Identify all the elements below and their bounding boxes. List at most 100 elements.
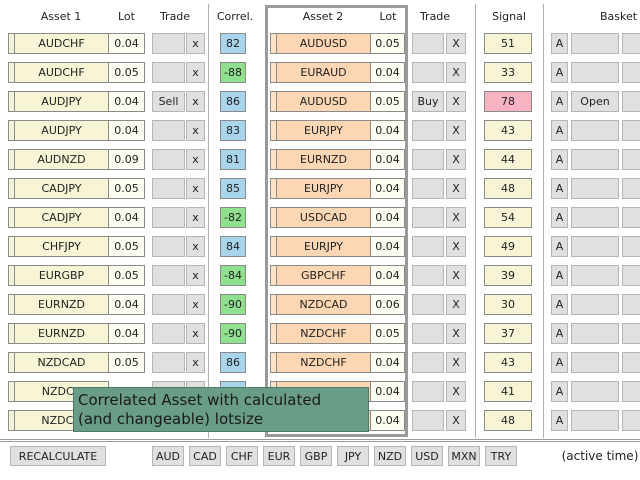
close1-button[interactable]: x: [186, 323, 205, 344]
close2-button[interactable]: X: [446, 149, 466, 170]
trade2-button[interactable]: [412, 207, 444, 228]
close2-button[interactable]: X: [446, 294, 466, 315]
currency-button[interactable]: USD: [411, 446, 443, 466]
close2-button[interactable]: X: [446, 410, 466, 431]
trade1-button[interactable]: [152, 236, 185, 257]
basket-button[interactable]: [571, 120, 619, 141]
trade2-button[interactable]: [412, 178, 444, 199]
basket-button[interactable]: [571, 236, 619, 257]
basket-a-button[interactable]: A: [551, 352, 568, 373]
basket-a-button[interactable]: A: [551, 120, 568, 141]
close2-button[interactable]: X: [446, 33, 466, 54]
basket-a-button[interactable]: A: [551, 381, 568, 402]
close2-button[interactable]: X: [446, 381, 466, 402]
basket-a-button[interactable]: A: [551, 149, 568, 170]
close1-button[interactable]: x: [186, 265, 205, 286]
basket-button[interactable]: [571, 410, 619, 431]
basket-button[interactable]: [571, 352, 619, 373]
close1-button[interactable]: x: [186, 33, 205, 54]
currency-button[interactable]: MXN: [448, 446, 480, 466]
close2-button[interactable]: X: [446, 207, 466, 228]
basket-button[interactable]: [622, 120, 640, 141]
basket-button[interactable]: [571, 265, 619, 286]
basket-a-button[interactable]: A: [551, 178, 568, 199]
basket-button[interactable]: [622, 410, 640, 431]
currency-button[interactable]: CHF: [226, 446, 258, 466]
basket-button[interactable]: [622, 149, 640, 170]
close1-button[interactable]: x: [186, 236, 205, 257]
trade2-button[interactable]: [412, 352, 444, 373]
trade1-button[interactable]: [152, 265, 185, 286]
close2-button[interactable]: X: [446, 91, 466, 112]
trade1-button[interactable]: [152, 149, 185, 170]
trade1-button[interactable]: [152, 207, 185, 228]
close1-button[interactable]: x: [186, 120, 205, 141]
basket-button[interactable]: [622, 207, 640, 228]
trade2-button[interactable]: [412, 62, 444, 83]
currency-button[interactable]: JPY: [337, 446, 369, 466]
basket-button[interactable]: [571, 323, 619, 344]
basket-button[interactable]: [622, 33, 640, 54]
close2-button[interactable]: X: [446, 352, 466, 373]
basket-a-button[interactable]: A: [551, 91, 568, 112]
recalculate-button[interactable]: RECALCULATE: [10, 446, 106, 466]
basket-button[interactable]: Open: [571, 91, 619, 112]
currency-button[interactable]: TRY: [485, 446, 517, 466]
trade2-button[interactable]: [412, 294, 444, 315]
trade1-button[interactable]: [152, 294, 185, 315]
basket-button[interactable]: [622, 91, 640, 112]
basket-a-button[interactable]: A: [551, 207, 568, 228]
currency-button[interactable]: NZD: [374, 446, 406, 466]
trade1-button[interactable]: [152, 323, 185, 344]
basket-a-button[interactable]: A: [551, 33, 568, 54]
currency-button[interactable]: GBP: [300, 446, 332, 466]
trade2-button[interactable]: [412, 236, 444, 257]
trade1-button[interactable]: [152, 120, 185, 141]
close2-button[interactable]: X: [446, 236, 466, 257]
basket-button[interactable]: [622, 236, 640, 257]
currency-button[interactable]: AUD: [152, 446, 184, 466]
currency-button[interactable]: EUR: [263, 446, 295, 466]
close2-button[interactable]: X: [446, 62, 466, 83]
trade2-button[interactable]: Buy: [412, 91, 444, 112]
trade2-button[interactable]: [412, 120, 444, 141]
close1-button[interactable]: x: [186, 352, 205, 373]
trade2-button[interactable]: [412, 323, 444, 344]
trade2-button[interactable]: [412, 410, 444, 431]
trade1-button[interactable]: [152, 352, 185, 373]
close1-button[interactable]: x: [186, 207, 205, 228]
trade2-button[interactable]: [412, 149, 444, 170]
close1-button[interactable]: x: [186, 149, 205, 170]
basket-a-button[interactable]: A: [551, 410, 568, 431]
basket-button[interactable]: [622, 178, 640, 199]
trade1-button[interactable]: [152, 178, 185, 199]
basket-button[interactable]: [622, 352, 640, 373]
basket-button[interactable]: [571, 149, 619, 170]
close2-button[interactable]: X: [446, 120, 466, 141]
trade2-button[interactable]: [412, 381, 444, 402]
basket-button[interactable]: [622, 323, 640, 344]
close2-button[interactable]: X: [446, 178, 466, 199]
basket-button[interactable]: [622, 265, 640, 286]
basket-button[interactable]: [571, 62, 619, 83]
currency-button[interactable]: CAD: [189, 446, 221, 466]
basket-a-button[interactable]: A: [551, 236, 568, 257]
basket-button[interactable]: [571, 381, 619, 402]
basket-button[interactable]: [622, 381, 640, 402]
basket-button[interactable]: [622, 294, 640, 315]
trade1-button[interactable]: Sell: [152, 91, 185, 112]
close1-button[interactable]: x: [186, 294, 205, 315]
close1-button[interactable]: x: [186, 62, 205, 83]
trade1-button[interactable]: [152, 33, 185, 54]
basket-a-button[interactable]: A: [551, 294, 568, 315]
close2-button[interactable]: X: [446, 323, 466, 344]
close2-button[interactable]: X: [446, 265, 466, 286]
basket-button[interactable]: [571, 294, 619, 315]
basket-a-button[interactable]: A: [551, 62, 568, 83]
trade1-button[interactable]: [152, 62, 185, 83]
basket-a-button[interactable]: A: [551, 265, 568, 286]
basket-button[interactable]: [622, 62, 640, 83]
close1-button[interactable]: x: [186, 91, 205, 112]
trade2-button[interactable]: [412, 265, 444, 286]
basket-button[interactable]: [571, 178, 619, 199]
